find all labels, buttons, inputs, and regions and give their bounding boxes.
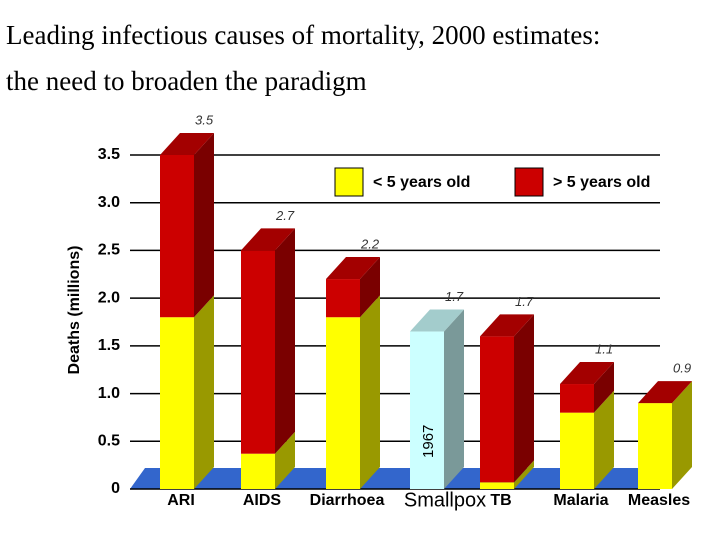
x-tick-label: Diarrhoea (310, 492, 385, 509)
x-tick-label: Malaria (553, 492, 608, 509)
bar-top (560, 362, 614, 385)
x-tick-label: ARI (167, 492, 195, 509)
bar-side (594, 390, 614, 489)
bar-side (194, 133, 214, 318)
y-tick-label: 0 (111, 480, 120, 497)
bar-side (275, 228, 295, 454)
y-tick-label: 1.0 (98, 385, 120, 402)
bar-top (638, 381, 692, 404)
bar-top (241, 228, 295, 251)
bar-front (410, 331, 444, 489)
chart-subtitle: the need to broaden the paradigm (6, 66, 367, 96)
bar-front (638, 403, 672, 489)
bar-front (480, 482, 514, 489)
bar-side (194, 295, 214, 489)
bar-front (560, 412, 594, 489)
bar-front (241, 453, 275, 489)
legend-label: < 5 years old (373, 174, 470, 191)
bar-front (241, 250, 275, 454)
bar-side (514, 460, 534, 489)
bar-front (160, 317, 194, 489)
total-label: 2.2 (360, 236, 380, 251)
y-tick-label: 3.5 (98, 146, 120, 163)
total-label: 0.9 (673, 361, 691, 376)
bar-front (560, 384, 594, 413)
bar-front (326, 317, 360, 489)
bar-top (326, 257, 380, 280)
bar-top (480, 314, 534, 337)
legend-label: > 5 years old (553, 174, 650, 191)
y-tick-label: 0.5 (98, 433, 120, 450)
bar-front (326, 279, 360, 318)
legend-swatch (334, 167, 364, 197)
y-tick-label: 2.5 (98, 242, 120, 259)
chart-title: Leading infectious causes of mortality, … (6, 20, 600, 50)
y-tick-label: 1.5 (98, 337, 120, 354)
y-axis-label: Deaths (millions) (66, 246, 83, 375)
total-label: 1.7 (445, 289, 464, 304)
total-label: 3.5 (195, 112, 214, 127)
x-tick-label: Smallpox (404, 489, 486, 511)
bar-side (444, 309, 464, 489)
x-tick-label: Measles (628, 492, 690, 509)
bar-top (410, 309, 464, 332)
total-label: 1.7 (515, 294, 534, 309)
bar-front (160, 155, 194, 318)
total-label: 1.1 (595, 341, 613, 356)
bar-side (594, 362, 614, 413)
bar-front (480, 336, 514, 483)
smallpox-label: 1967 (420, 425, 437, 458)
legend-swatch (514, 167, 544, 197)
x-tick-label: AIDS (243, 492, 282, 509)
bar-top (160, 133, 214, 155)
x-tick-label: TB (490, 492, 511, 509)
bar-side (360, 257, 380, 318)
y-tick-label: 2.0 (98, 289, 120, 306)
bar-side (275, 431, 295, 489)
y-tick-label: 3.0 (98, 194, 120, 211)
bar-side (672, 381, 692, 489)
bar-side (360, 295, 380, 489)
bar-side (514, 314, 534, 483)
total-label: 2.7 (275, 208, 295, 223)
